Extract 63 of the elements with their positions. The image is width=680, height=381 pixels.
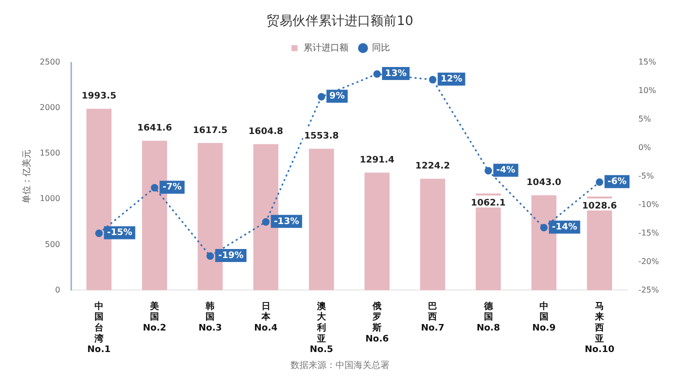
y-tick-label: 0 bbox=[55, 285, 60, 294]
x-tick-label: 德国 No.8 bbox=[476, 300, 500, 334]
data-label: 1617.5 bbox=[192, 126, 228, 136]
y2-tick-label: -20% bbox=[638, 256, 660, 266]
point bbox=[596, 178, 604, 186]
x-tick-label: 马来西亚 No.10 bbox=[584, 302, 614, 356]
bar bbox=[364, 172, 390, 290]
x-tick-label: 韩国 No.3 bbox=[198, 300, 222, 334]
point bbox=[428, 76, 436, 84]
point bbox=[484, 166, 492, 174]
data-label: 9% bbox=[329, 92, 345, 102]
x-tick-label: 中国台湾 No.1 bbox=[87, 300, 111, 356]
bar bbox=[308, 148, 334, 290]
data-label: 1291.4 bbox=[360, 155, 394, 166]
y2-tick-label: 0% bbox=[638, 143, 652, 152]
data-label: -13% bbox=[274, 216, 300, 227]
data-label: -14% bbox=[552, 222, 578, 232]
data-label: 1043.0 bbox=[526, 178, 562, 188]
chart-title: 贸易伙伴累计进口额前10 bbox=[266, 14, 414, 30]
point bbox=[262, 218, 270, 226]
data-label: 12% bbox=[440, 74, 462, 85]
point bbox=[373, 70, 381, 78]
point bbox=[318, 92, 326, 100]
data-label: -7% bbox=[162, 182, 182, 193]
data-label: 13% bbox=[385, 68, 407, 79]
y-axis-title: 单位：亿美元 bbox=[22, 149, 33, 204]
data-label: 1553.8 bbox=[304, 132, 339, 142]
y2-tick-label: 15% bbox=[638, 58, 657, 67]
y-tick-label: 1000 bbox=[40, 194, 60, 204]
y-tick-label: 1500 bbox=[40, 148, 60, 158]
source-note: 数据来源：中国海关总署 bbox=[290, 360, 390, 371]
y-tick-label: 2500 bbox=[40, 58, 60, 67]
y2-tick-label: 10% bbox=[638, 86, 657, 96]
x-tick-label: 澳大利亚 No.5 bbox=[310, 300, 334, 356]
point bbox=[95, 230, 103, 238]
legend-label: 累计进口额 bbox=[304, 42, 348, 54]
y2-tick-label: -5% bbox=[638, 171, 654, 180]
data-label: 1641.6 bbox=[137, 124, 172, 134]
data-label: 1224.2 bbox=[415, 162, 450, 172]
x-tick-label: 美国 No.2 bbox=[142, 300, 166, 334]
data-label: -4% bbox=[496, 166, 516, 176]
point bbox=[540, 224, 548, 232]
data-label: -19% bbox=[218, 250, 244, 261]
y2-tick-label: -25% bbox=[638, 285, 660, 294]
legend-label: 同比 bbox=[372, 42, 390, 54]
data-label: 1028.6 bbox=[582, 201, 617, 212]
y-tick-label: 2000 bbox=[40, 103, 60, 112]
y2-tick-label: 5% bbox=[638, 114, 652, 124]
data-label: -6% bbox=[608, 176, 627, 187]
y-tick-label: 500 bbox=[44, 240, 60, 249]
data-label: -15% bbox=[106, 228, 132, 238]
x-tick-label: 中国 No.9 bbox=[532, 300, 556, 334]
x-tick-label: 日本 No.4 bbox=[254, 300, 278, 334]
x-tick-label: 俄罗斯 No.6 bbox=[365, 300, 389, 344]
data-label: 1604.8 bbox=[248, 126, 284, 137]
point bbox=[150, 184, 158, 192]
point bbox=[206, 252, 214, 260]
data-label: 1993.5 bbox=[82, 92, 116, 102]
bar bbox=[420, 178, 446, 290]
y2-tick-label: -10% bbox=[638, 200, 660, 209]
x-tick-label: 巴西 No.7 bbox=[420, 302, 444, 334]
y2-tick-label: -15% bbox=[638, 228, 660, 238]
data-label: 1062.1 bbox=[470, 198, 506, 208]
